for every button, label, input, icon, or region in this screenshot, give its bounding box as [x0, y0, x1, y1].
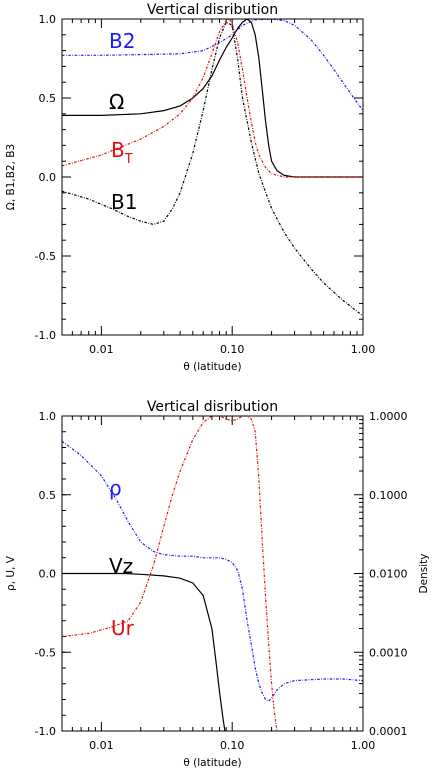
panel2-y-tick-label: 1.0	[39, 410, 57, 423]
panel2-y-tick-label: 0.0	[39, 568, 57, 581]
panel2-series-label-2: Ur	[111, 616, 135, 640]
panel1-series-label-1: Ω	[109, 90, 124, 114]
panel1-series-label-0: B2	[109, 29, 135, 53]
panel1-x-tick-label: 1.00	[351, 343, 376, 356]
panel1-x-axis-title: θ (latitude)	[183, 361, 241, 373]
panel2-x-axis-title: θ (latitude)	[183, 757, 241, 769]
panel2-series-line-0	[62, 440, 363, 702]
panel1-plot-frame	[61, 18, 364, 336]
panel2-series-line-1	[62, 572, 226, 731]
panel2-y-axis-title: ρ, U, V	[5, 555, 17, 591]
panel1-y-tick-label: 1.0	[39, 13, 57, 26]
panel2-y2-tick-label: 0.0010	[369, 646, 408, 659]
panel2-x-tick-label: 0.01	[89, 739, 114, 752]
panel1-title: Vertical disribution	[147, 2, 278, 18]
panel2-y2-tick-label: 0.0100	[369, 568, 408, 581]
panel2-y-tick-label: 0.5	[39, 489, 57, 502]
panel1-y-axis-title: Ω, B1,B2, B3	[5, 144, 17, 210]
panel1-y-tick-label: -1.0	[35, 329, 56, 342]
panel1-series-line-0	[62, 19, 363, 111]
panel1-y-tick-label: 0.0	[39, 171, 57, 184]
panel1-series-line-3	[62, 21, 363, 317]
panel2-y2-tick-label: 0.1000	[369, 489, 408, 502]
panel1-y-tick-label: 0.5	[39, 92, 57, 105]
panel1-series-label-3: B1	[111, 190, 137, 214]
panel2-series-label-1: Vz	[109, 554, 133, 578]
panel1-series-line-1	[62, 19, 363, 178]
panel2-series-label-0: ρ	[109, 476, 122, 500]
panel1-x-tick-label: 0.01	[89, 343, 114, 356]
panel2-y2-tick-label: 0.0001	[369, 725, 408, 738]
panel2-y-tick-label: -1.0	[35, 725, 56, 738]
panel2-y2-tick-label: 1.0000	[369, 410, 408, 423]
panel2-y2-axis-title: Density	[418, 554, 430, 594]
panel2-x-tick-label: 0.10	[220, 739, 245, 752]
panel1-x-tick-label: 0.10	[220, 343, 245, 356]
panel2-series-line-2	[62, 416, 278, 731]
panel2-plot-frame	[61, 415, 364, 732]
panel1-y-tick-label: -0.5	[35, 250, 56, 263]
panel1-series-line-2	[62, 19, 363, 178]
panel2-title: Vertical disribution	[147, 399, 278, 415]
panel1-series-label-2: BT	[111, 138, 133, 167]
panel2-y-tick-label: -0.5	[35, 646, 56, 659]
panel2-x-tick-label: 1.00	[351, 739, 376, 752]
